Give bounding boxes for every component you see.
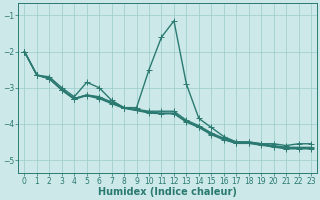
- X-axis label: Humidex (Indice chaleur): Humidex (Indice chaleur): [98, 187, 237, 197]
